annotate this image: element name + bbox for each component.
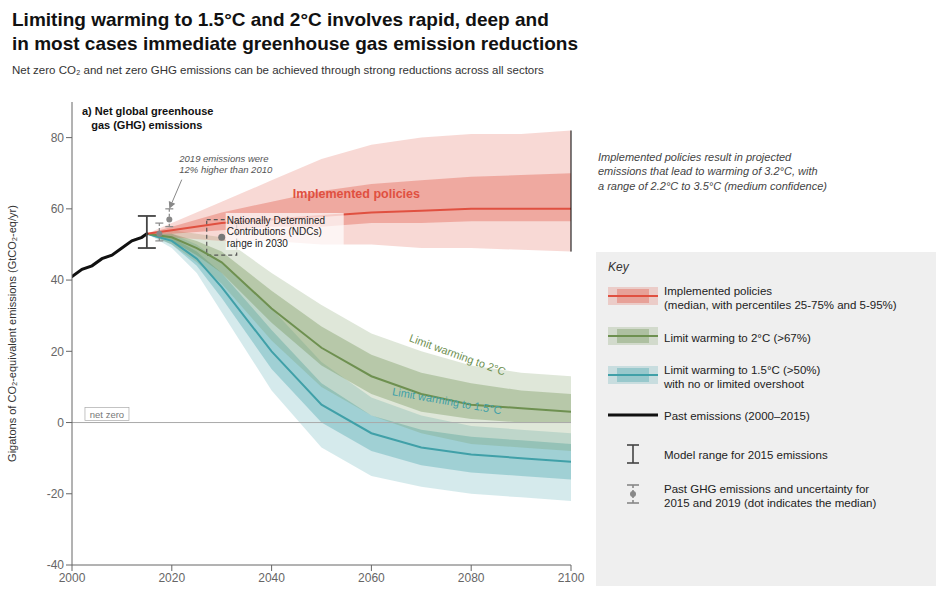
svg-text:Nationally DeterminedContribut: Nationally DeterminedContributions (NDCs… (227, 215, 325, 249)
html-text:Model range for 2015 emissions: Model range for 2015 emissions (664, 449, 828, 462)
svg-text:80: 80 (51, 131, 65, 145)
html-text:Past GHG emissions and uncerta: Past GHG emissions and uncertainty for 2… (664, 482, 877, 509)
svg-text:Gigatons of CO₂-equivalent emi: Gigatons of CO₂-equivalent emissions (Gt… (8, 205, 18, 462)
svg-text:2040: 2040 (258, 571, 285, 585)
svg-text:2000: 2000 (59, 571, 86, 585)
html-text:Net zero CO₂ and net zero GHG: Net zero CO₂ and net zero GHG emissions … (12, 64, 544, 76)
html-text:Limit warming to 2°C (>67%): Limit warming to 2°C (>67%) (664, 331, 811, 344)
svg-text:2080: 2080 (458, 571, 485, 585)
html-text:Key: Key (608, 260, 629, 274)
html-text:Implemented policies result in: Implemented policies result in projected… (598, 151, 827, 192)
svg-text:Implemented policies: Implemented policies (293, 187, 420, 201)
svg-text:net zero: net zero (90, 409, 124, 420)
svg-text:20: 20 (51, 345, 65, 359)
html-text:a) Net global greenhouse gas (: a) Net global greenhouse gas (GHG) emiss… (82, 105, 214, 131)
svg-text:2019 emissions were12% higher: 2019 emissions were12% higher than 2010 (178, 153, 273, 175)
svg-text:40: 40 (51, 273, 65, 287)
svg-text:Limit warming to 2°C: Limit warming to 2°C (408, 332, 508, 378)
html-text:Limiting warming to 1.5°C and: Limiting warming to 1.5°C and 2°C involv… (12, 9, 549, 30)
svg-text:2060: 2060 (358, 571, 385, 585)
svg-text:-40: -40 (47, 558, 65, 572)
svg-text:-20: -20 (47, 487, 65, 501)
html-text:in most cases immediate greenh: in most cases immediate greenhouse gas e… (12, 32, 578, 54)
html-text:Past emissions (2000–2015): Past emissions (2000–2015) (664, 410, 810, 423)
svg-text:60: 60 (51, 202, 65, 216)
html-text:Implemented policies (median,: Implemented policies (median, with perce… (664, 285, 897, 312)
svg-text:2020: 2020 (158, 571, 185, 585)
svg-text:0: 0 (57, 416, 64, 430)
html-text:Limit warming to 1.5°C (>50%): Limit warming to 1.5°C (>50%) with no or… (664, 363, 821, 391)
svg-text:2100: 2100 (558, 571, 585, 585)
svg-text:Limit warming to 1.5°C: Limit warming to 1.5°C (391, 385, 502, 416)
